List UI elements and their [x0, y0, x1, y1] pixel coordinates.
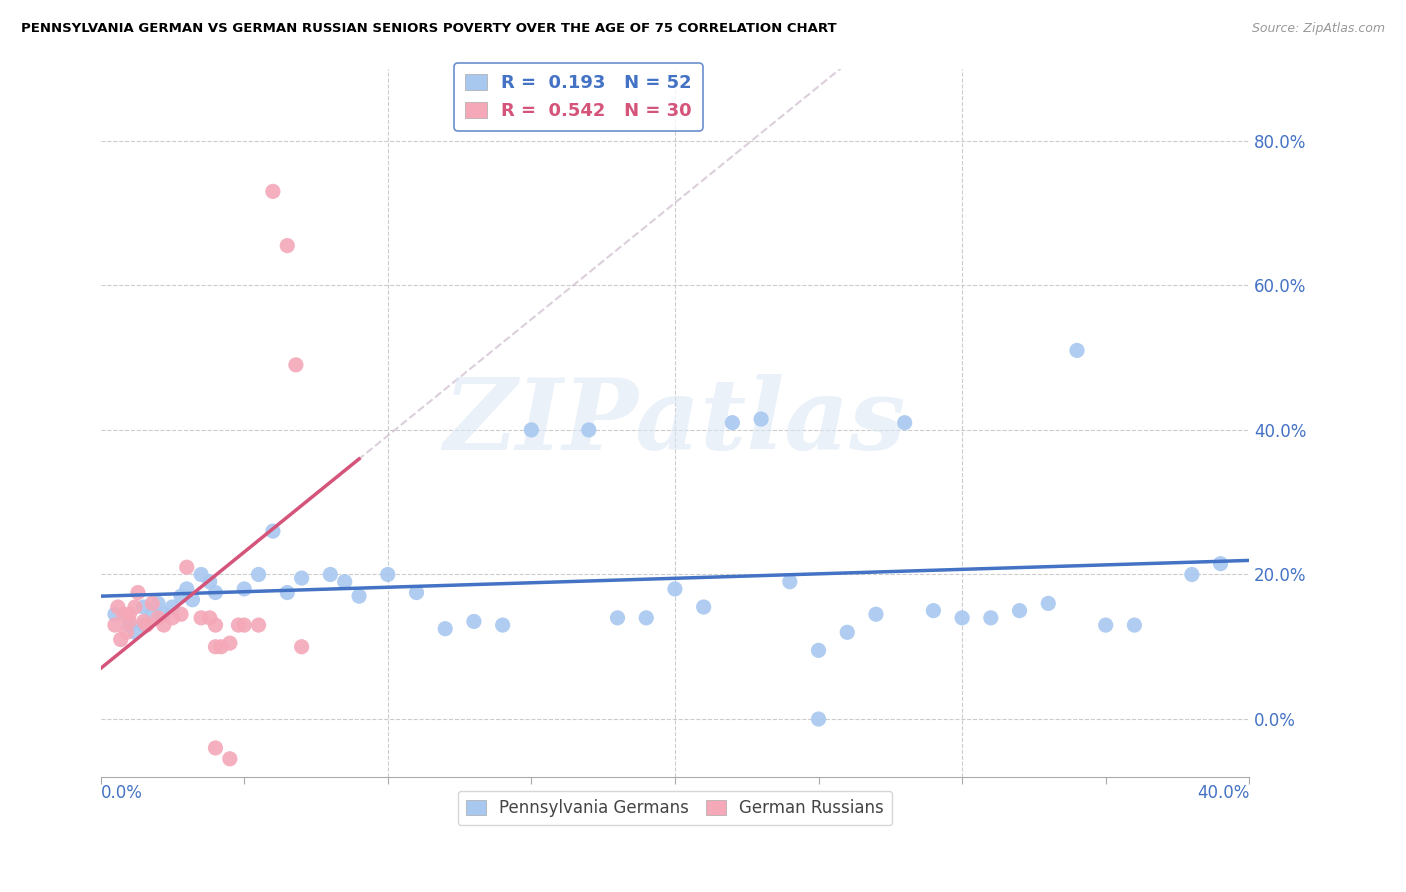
- Point: [893, 416, 915, 430]
- Point: [141, 596, 163, 610]
- Point: [141, 607, 163, 622]
- Point: [162, 611, 184, 625]
- Point: [198, 574, 221, 589]
- Point: [247, 618, 270, 632]
- Point: [218, 752, 240, 766]
- Point: [181, 592, 204, 607]
- Point: [132, 615, 155, 629]
- Point: [118, 618, 141, 632]
- Point: [636, 611, 658, 625]
- Point: [176, 560, 198, 574]
- Point: [319, 567, 342, 582]
- Point: [1066, 343, 1088, 358]
- Point: [262, 185, 284, 199]
- Point: [170, 607, 193, 622]
- Point: [198, 611, 221, 625]
- Point: [132, 618, 155, 632]
- Point: [118, 615, 141, 629]
- Point: [233, 618, 256, 632]
- Point: [112, 607, 135, 622]
- Point: [247, 567, 270, 582]
- Point: [190, 567, 212, 582]
- Point: [104, 618, 127, 632]
- Point: [807, 643, 830, 657]
- Point: [1038, 596, 1060, 610]
- Point: [434, 622, 457, 636]
- Point: [779, 574, 801, 589]
- Point: [276, 585, 298, 599]
- Point: [1008, 604, 1031, 618]
- Point: [664, 582, 686, 596]
- Point: [807, 712, 830, 726]
- Point: [104, 607, 127, 622]
- Point: [463, 615, 485, 629]
- Point: [146, 611, 169, 625]
- Point: [291, 571, 314, 585]
- Point: [228, 618, 250, 632]
- Point: [865, 607, 887, 622]
- Point: [721, 416, 744, 430]
- Point: [291, 640, 314, 654]
- Point: [333, 574, 356, 589]
- Point: [190, 611, 212, 625]
- Point: [347, 589, 370, 603]
- Text: PENNSYLVANIA GERMAN VS GERMAN RUSSIAN SENIORS POVERTY OVER THE AGE OF 75 CORRELA: PENNSYLVANIA GERMAN VS GERMAN RUSSIAN SE…: [21, 22, 837, 36]
- Text: 0.0%: 0.0%: [101, 784, 142, 802]
- Point: [377, 567, 399, 582]
- Point: [204, 741, 226, 756]
- Text: ZIPatlas: ZIPatlas: [444, 375, 905, 471]
- Point: [135, 618, 157, 632]
- Point: [233, 582, 256, 596]
- Legend: Pennsylvania Germans, German Russians: Pennsylvania Germans, German Russians: [457, 790, 893, 825]
- Point: [170, 589, 193, 603]
- Point: [107, 600, 129, 615]
- Point: [204, 640, 226, 654]
- Point: [162, 600, 184, 615]
- Point: [837, 625, 859, 640]
- Point: [284, 358, 307, 372]
- Point: [692, 600, 714, 615]
- Point: [115, 625, 138, 640]
- Point: [209, 640, 232, 654]
- Point: [262, 524, 284, 538]
- Point: [132, 600, 155, 615]
- Point: [1094, 618, 1116, 632]
- Text: Source: ZipAtlas.com: Source: ZipAtlas.com: [1251, 22, 1385, 36]
- Point: [276, 238, 298, 252]
- Point: [124, 600, 146, 615]
- Point: [218, 636, 240, 650]
- Point: [922, 604, 945, 618]
- Point: [204, 585, 226, 599]
- Point: [152, 618, 174, 632]
- Point: [578, 423, 600, 437]
- Point: [606, 611, 628, 625]
- Point: [176, 582, 198, 596]
- Point: [492, 618, 515, 632]
- Point: [1123, 618, 1146, 632]
- Point: [405, 585, 427, 599]
- Point: [204, 618, 226, 632]
- Point: [950, 611, 973, 625]
- Point: [110, 632, 132, 647]
- Point: [124, 625, 146, 640]
- Point: [980, 611, 1002, 625]
- Point: [118, 607, 141, 622]
- Point: [1209, 557, 1232, 571]
- Point: [127, 585, 149, 599]
- Point: [152, 607, 174, 622]
- Point: [146, 596, 169, 610]
- Point: [1181, 567, 1204, 582]
- Text: 40.0%: 40.0%: [1197, 784, 1250, 802]
- Point: [520, 423, 543, 437]
- Point: [749, 412, 772, 426]
